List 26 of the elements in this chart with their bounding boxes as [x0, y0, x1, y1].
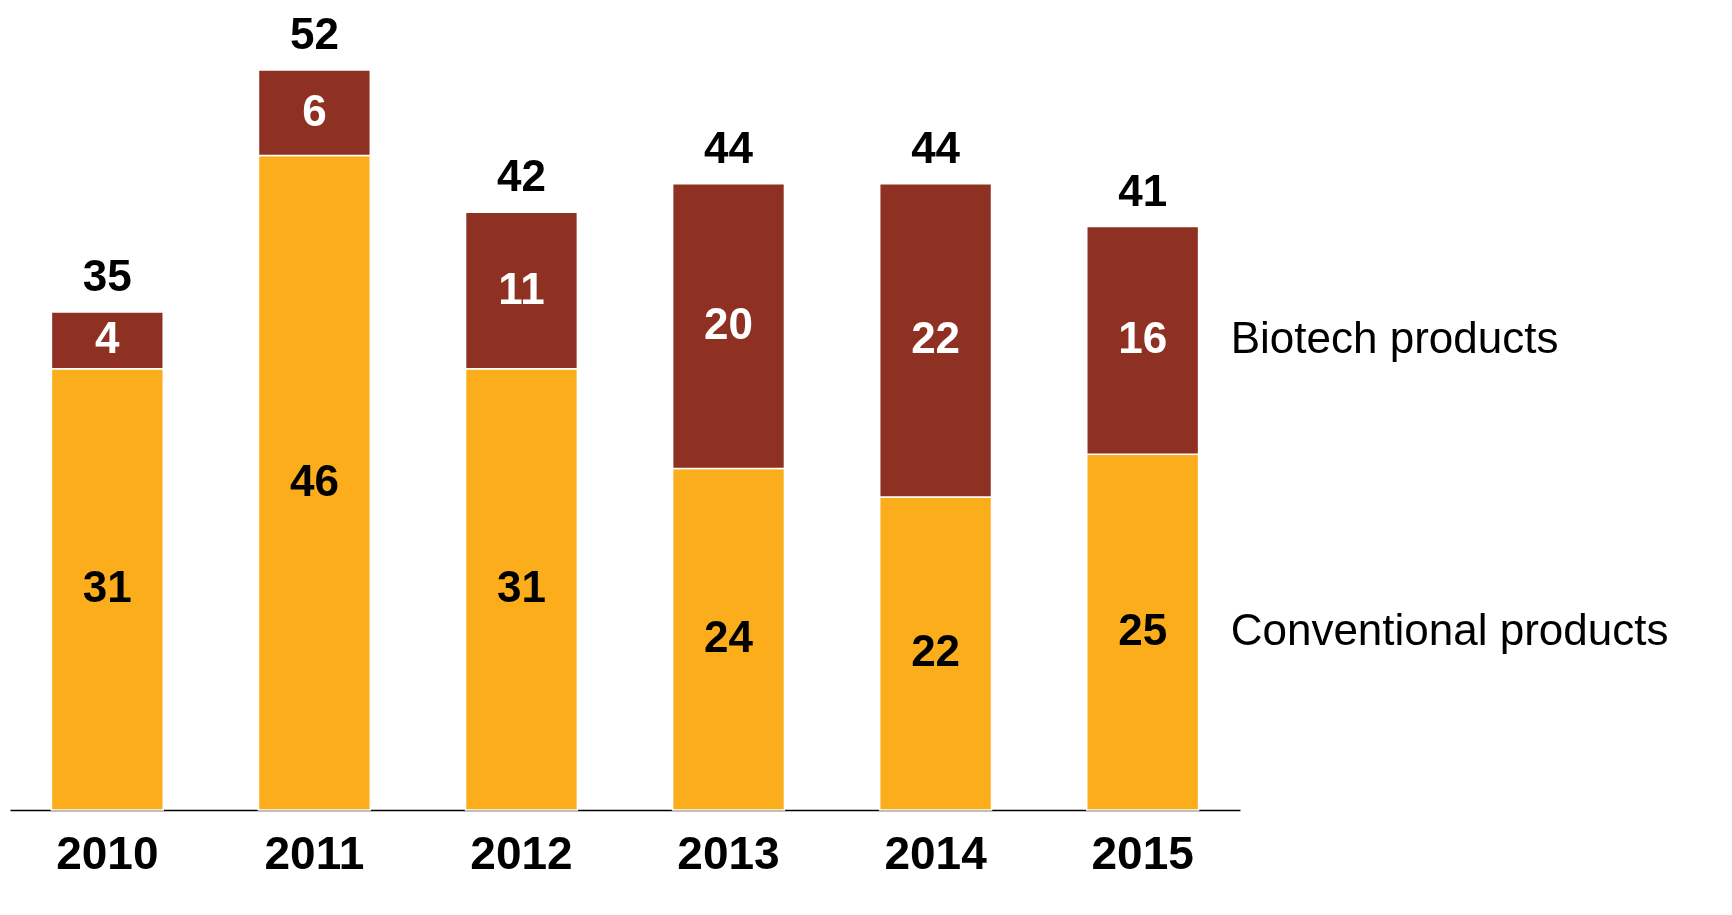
x-tick-label: 2012: [470, 826, 573, 879]
data-label: 16: [1118, 313, 1168, 363]
data-label: 31: [496, 562, 546, 612]
data-label: 24: [704, 612, 754, 662]
total-label: 42: [496, 151, 546, 201]
data-label: 6: [302, 85, 327, 135]
x-tick-label: 2014: [884, 826, 988, 879]
series-label: Conventional products: [1230, 605, 1669, 655]
data-label: 4: [95, 313, 121, 363]
data-label: 22: [911, 313, 961, 363]
x-tick-label: 2013: [677, 826, 780, 879]
series-label: Biotech products: [1230, 313, 1559, 363]
data-label: 22: [911, 626, 961, 676]
x-tick-label: 2010: [56, 826, 159, 879]
data-label: 31: [82, 562, 132, 612]
total-label: 52: [289, 9, 339, 58]
total-label: 35: [82, 250, 132, 300]
data-label: 20: [704, 299, 754, 349]
total-label: 44: [911, 122, 961, 172]
data-label: 25: [1118, 605, 1168, 655]
data-label: 11: [498, 263, 545, 313]
x-tick-label: 2011: [264, 826, 365, 879]
total-label: 41: [1118, 165, 1168, 215]
x-tick-label: 2015: [1091, 826, 1194, 879]
total-label: 44: [704, 122, 754, 172]
data-label: 46: [289, 455, 339, 505]
